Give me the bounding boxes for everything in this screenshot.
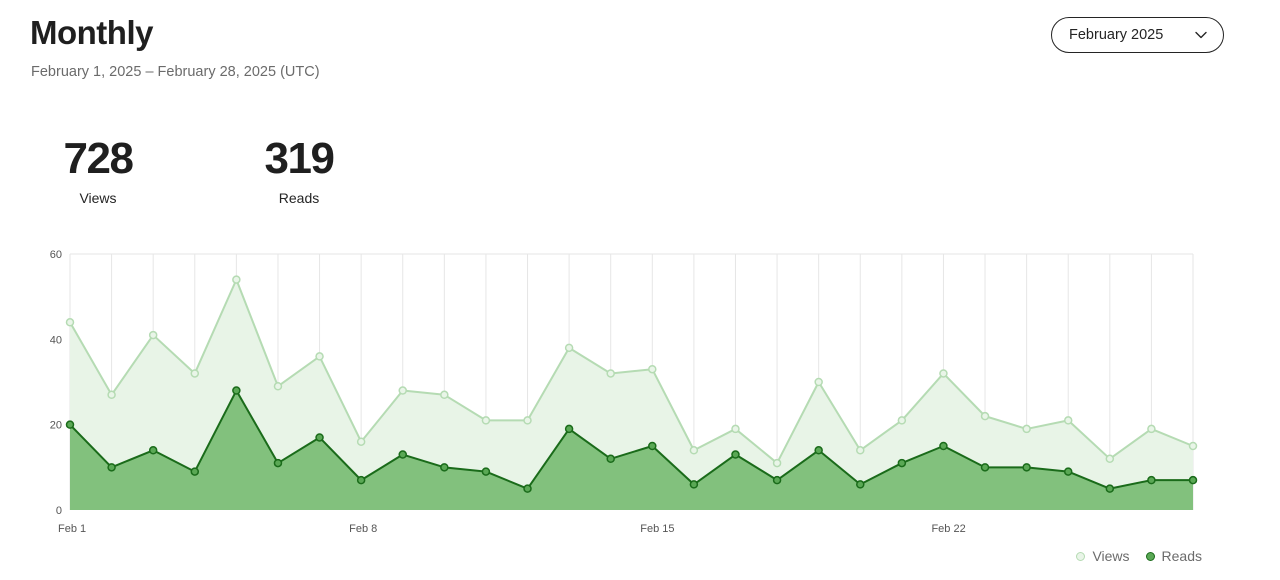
views-point	[1188, 441, 1198, 451]
views-point	[1105, 454, 1115, 464]
legend-item-reads[interactable]: Reads	[1145, 548, 1202, 564]
reads-point	[65, 420, 75, 429]
views-point	[190, 369, 200, 378]
reads-point	[564, 424, 574, 434]
reads-point	[606, 454, 615, 464]
views-line	[69, 278, 1194, 465]
period-select[interactable]: February 2025	[1051, 17, 1224, 53]
views-point	[107, 390, 116, 400]
reads-point	[440, 463, 449, 472]
reads-point	[107, 463, 116, 472]
views-point	[148, 330, 158, 340]
reads-point	[939, 441, 948, 451]
views-point	[440, 390, 449, 400]
x-tick-label: Feb 1	[58, 523, 86, 535]
views-point	[648, 364, 657, 374]
views-point	[1063, 416, 1073, 425]
reads-point	[897, 458, 907, 468]
reads-point	[1188, 475, 1198, 485]
reads-point	[1063, 467, 1073, 476]
views-legend-dot	[1076, 551, 1086, 561]
reads-point	[731, 450, 740, 459]
reads-point	[315, 433, 324, 442]
views-point	[731, 424, 740, 434]
views-point	[856, 446, 865, 455]
date-range: February 1, 2025 – February 28, 2025 (UT…	[31, 64, 320, 80]
reads-point	[648, 441, 657, 451]
views-point	[772, 458, 782, 468]
legend-item-views[interactable]: Views	[1076, 548, 1130, 564]
reads-point	[689, 480, 699, 489]
reads-point	[148, 446, 158, 455]
reads-line	[69, 389, 1193, 490]
reads-legend-dot	[1145, 551, 1155, 561]
reads-point	[190, 467, 200, 476]
views-count: 728	[63, 134, 134, 183]
y-tick-label: 40	[50, 334, 62, 346]
y-tick-label: 20	[50, 420, 62, 432]
views-point	[606, 369, 615, 378]
reads-point	[1105, 484, 1115, 493]
page-title: Monthly	[30, 14, 153, 51]
views-point	[523, 416, 532, 425]
reads-point	[772, 475, 782, 485]
reads-count: 319	[264, 134, 335, 183]
views-point	[65, 318, 75, 327]
reads-point	[980, 463, 990, 472]
y-tick-label: 0	[56, 505, 62, 517]
reads-point	[856, 480, 865, 489]
views-area	[70, 279, 1193, 510]
views-label: Views	[79, 190, 117, 206]
reads-point	[232, 386, 241, 395]
chart-legend: Views Reads	[1076, 548, 1202, 564]
reads-point	[814, 446, 823, 455]
views-point	[980, 411, 990, 421]
reads-point	[1147, 475, 1156, 485]
views-point	[939, 369, 948, 378]
views-point	[897, 416, 907, 425]
views-point	[273, 382, 283, 391]
x-tick-label: Feb 22	[931, 523, 965, 535]
views-point	[232, 275, 241, 284]
views-point	[481, 416, 491, 425]
views-point	[398, 386, 407, 395]
views-point	[1022, 424, 1031, 434]
reads-label: Reads	[278, 190, 320, 206]
reads-stat: 319 Reads	[229, 134, 369, 206]
reads-point	[273, 458, 283, 468]
views-stat: 728 Views	[28, 134, 168, 206]
views-point	[1147, 424, 1156, 434]
x-tick-label: Feb 15	[640, 523, 674, 535]
reads-point	[398, 450, 407, 459]
legend-label-reads: Reads	[1161, 548, 1202, 564]
reads-point	[481, 467, 491, 476]
x-tick-label: Feb 8	[349, 523, 377, 535]
period-select-value: February 2025	[1069, 27, 1164, 43]
views-point	[315, 352, 324, 361]
reads-point	[356, 475, 366, 485]
views-point	[356, 437, 366, 446]
chevron-down-icon	[1195, 29, 1207, 41]
views-point	[814, 377, 823, 387]
views-point	[564, 343, 574, 353]
y-tick-label: 60	[50, 249, 62, 261]
views-point	[689, 446, 699, 455]
legend-label-views: Views	[1092, 548, 1130, 564]
reads-point	[1022, 463, 1031, 472]
reads-area	[70, 390, 1193, 510]
reads-point	[523, 484, 532, 493]
